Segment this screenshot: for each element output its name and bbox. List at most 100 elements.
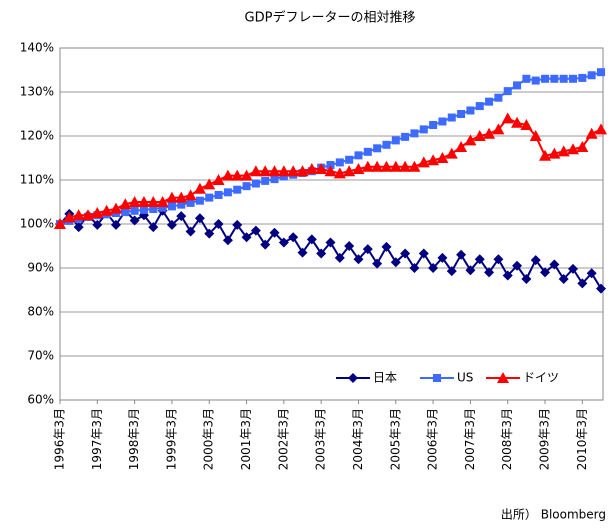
y-tick-label: 120% xyxy=(20,129,54,143)
data-point xyxy=(475,102,484,111)
y-tick-label: 80% xyxy=(27,305,54,319)
y-tick-label: 90% xyxy=(27,261,54,275)
data-point xyxy=(277,165,290,177)
data-point xyxy=(382,140,391,149)
data-point xyxy=(72,209,85,221)
x-tick-label: 2010年3月 xyxy=(575,408,589,470)
data-point xyxy=(427,154,440,166)
data-point xyxy=(119,198,132,210)
data-point xyxy=(502,270,513,281)
data-point xyxy=(186,198,195,207)
y-tick-label: 130% xyxy=(20,85,54,99)
data-point xyxy=(492,123,505,135)
source: 出所） Bloomberg xyxy=(501,508,606,522)
data-point xyxy=(352,163,365,174)
data-point xyxy=(540,267,551,278)
data-point xyxy=(110,219,121,230)
y-tick-label: 70% xyxy=(27,349,54,363)
data-point xyxy=(549,259,560,270)
legend-marker xyxy=(497,372,509,383)
data-point xyxy=(513,81,522,90)
data-point xyxy=(371,160,384,172)
data-point xyxy=(474,254,485,265)
data-point xyxy=(91,207,104,218)
data-point xyxy=(250,225,261,236)
data-point xyxy=(137,196,150,207)
chart-title: GDPデフレーターの相対推移 xyxy=(245,10,416,26)
data-point xyxy=(222,235,233,246)
data-point xyxy=(185,226,196,237)
data-point xyxy=(128,196,141,207)
data-point xyxy=(363,147,372,156)
data-point xyxy=(334,252,345,263)
data-point xyxy=(446,266,457,277)
data-point xyxy=(204,228,215,239)
data-point xyxy=(557,145,570,157)
data-point xyxy=(455,141,468,152)
data-point xyxy=(287,165,300,177)
data-point xyxy=(419,125,428,134)
data-point xyxy=(437,252,448,263)
data-point xyxy=(166,219,177,230)
data-point xyxy=(447,113,456,122)
data-point xyxy=(270,175,279,184)
data-point xyxy=(333,167,346,179)
data-point xyxy=(167,202,176,211)
data-point xyxy=(184,189,197,201)
x-tick-label: 2002年3月 xyxy=(276,408,290,470)
data-point xyxy=(417,156,430,168)
x-tick-label: 2000年3月 xyxy=(202,408,216,470)
data-point xyxy=(268,165,281,177)
x-tick-label: 1998年3月 xyxy=(127,408,141,470)
y-tick-label: 140% xyxy=(20,41,54,55)
data-point xyxy=(559,74,568,83)
data-point xyxy=(233,185,242,194)
data-point xyxy=(401,132,410,141)
data-point xyxy=(578,73,587,82)
data-point xyxy=(73,222,84,233)
data-point xyxy=(585,127,598,139)
data-point xyxy=(390,257,401,268)
data-point xyxy=(278,237,289,248)
data-point xyxy=(139,205,148,214)
data-point xyxy=(550,74,559,83)
x-tick-label: 2004年3月 xyxy=(351,408,365,470)
data-point xyxy=(522,74,531,83)
data-point xyxy=(149,205,158,214)
data-point xyxy=(194,213,205,224)
data-point xyxy=(438,117,447,126)
data-point xyxy=(512,260,523,271)
y-tick-label: 60% xyxy=(27,393,54,407)
data-point xyxy=(212,174,225,185)
data-point xyxy=(428,263,439,273)
data-point xyxy=(147,196,160,207)
data-point xyxy=(324,165,337,177)
data-point xyxy=(530,255,541,266)
data-point xyxy=(81,209,94,221)
x-tick-label: 1996年3月 xyxy=(53,408,67,470)
data-point xyxy=(251,179,260,188)
data-point xyxy=(305,163,318,174)
data-point xyxy=(176,211,187,222)
data-point xyxy=(242,182,251,191)
data-point xyxy=(240,169,253,181)
data-point xyxy=(335,158,344,167)
data-point xyxy=(597,68,605,77)
data-point xyxy=(92,219,103,230)
data-point xyxy=(410,129,419,138)
data-point xyxy=(203,178,216,190)
data-point xyxy=(381,241,392,252)
data-point xyxy=(372,258,383,269)
data-point xyxy=(260,239,271,250)
data-point xyxy=(205,193,214,202)
data-point xyxy=(343,165,356,177)
data-point xyxy=(223,188,232,197)
data-point xyxy=(493,254,504,265)
data-point xyxy=(325,237,336,248)
data-point xyxy=(466,106,475,115)
data-point xyxy=(400,248,411,259)
y-tick-label: 100% xyxy=(20,217,54,231)
data-point xyxy=(456,249,467,260)
data-point xyxy=(568,263,579,274)
